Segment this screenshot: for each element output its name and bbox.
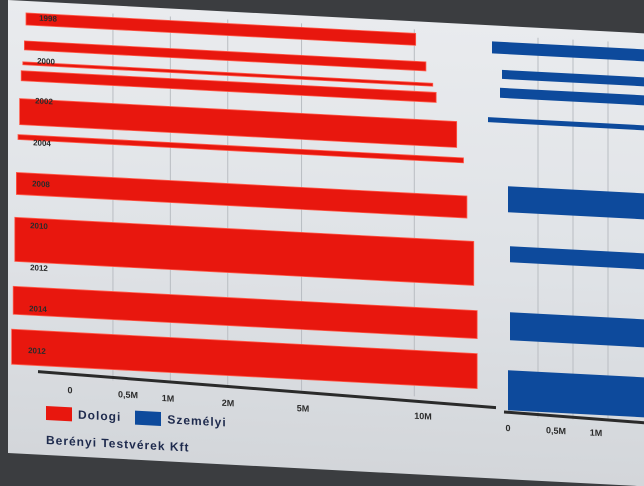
y-tick-label-2: 2002: [35, 96, 53, 106]
x-tick-label-right-1: 0,5M: [546, 425, 566, 436]
x-tick-label-left-5: 10M: [414, 411, 432, 422]
bar-szemelyi-7: [508, 370, 644, 419]
bar-dologi-7: [14, 216, 475, 286]
x-axis-right: [503, 410, 644, 427]
bar-dologi-0: [25, 12, 417, 46]
y-tick-label-6: 2012: [30, 263, 48, 273]
x-tick-label-left-1: 0,5M: [118, 389, 138, 400]
bar-szemelyi-5: [510, 246, 644, 271]
bar-chart: 1998 2000 2002 2004 2008 2010 2012 2014 2012 0 0,5…: [11, 12, 644, 438]
bar-szemelyi-4: [508, 186, 644, 221]
legend-swatch-szemelyi: [135, 410, 162, 427]
x-axis-left: [37, 370, 497, 410]
y-tick-label-3: 2004: [33, 138, 51, 148]
bar-dologi-9: [11, 328, 478, 390]
bar-dologi-5: [17, 134, 464, 164]
bar-szemelyi-1: [502, 69, 644, 88]
bar-dologi-6: [15, 172, 468, 219]
y-tick-label-8: 2012: [28, 346, 46, 356]
y-tick-label-5: 2010: [30, 221, 48, 231]
x-tick-label-left-4: 5M: [297, 403, 310, 414]
chart-screen: 1998 2000 2002 2004 2008 2010 2012 2014 2012 0 0,5…: [8, 0, 644, 486]
y-tick-label-4: 2008: [32, 179, 50, 189]
x-tick-label-right-0: 0: [505, 423, 510, 433]
x-tick-label-right-2: 1M: [590, 427, 603, 438]
bar-szemelyi-2: [500, 87, 644, 107]
y-tick-label-1: 2000: [37, 57, 55, 67]
legend-label-dologi: Dologi: [78, 407, 122, 424]
bar-szemelyi-6: [510, 312, 644, 349]
y-tick-label-7: 2014: [29, 304, 47, 314]
y-tick-label-0: 1998: [39, 14, 57, 24]
bar-dologi-2: [22, 61, 434, 87]
bar-dologi-4: [19, 98, 458, 148]
x-tick-label-left-0: 0: [67, 385, 72, 395]
x-tick-label-left-3: 2M: [222, 398, 235, 409]
bar-dologi-1: [23, 40, 427, 72]
bar-dologi-3: [20, 70, 437, 103]
bar-dologi-8: [12, 285, 478, 340]
bar-szemelyi-3: [488, 117, 644, 132]
legend-swatch-dologi: [46, 405, 72, 422]
bar-szemelyi-0: [492, 41, 644, 63]
x-tick-label-left-2: 1M: [162, 393, 175, 404]
